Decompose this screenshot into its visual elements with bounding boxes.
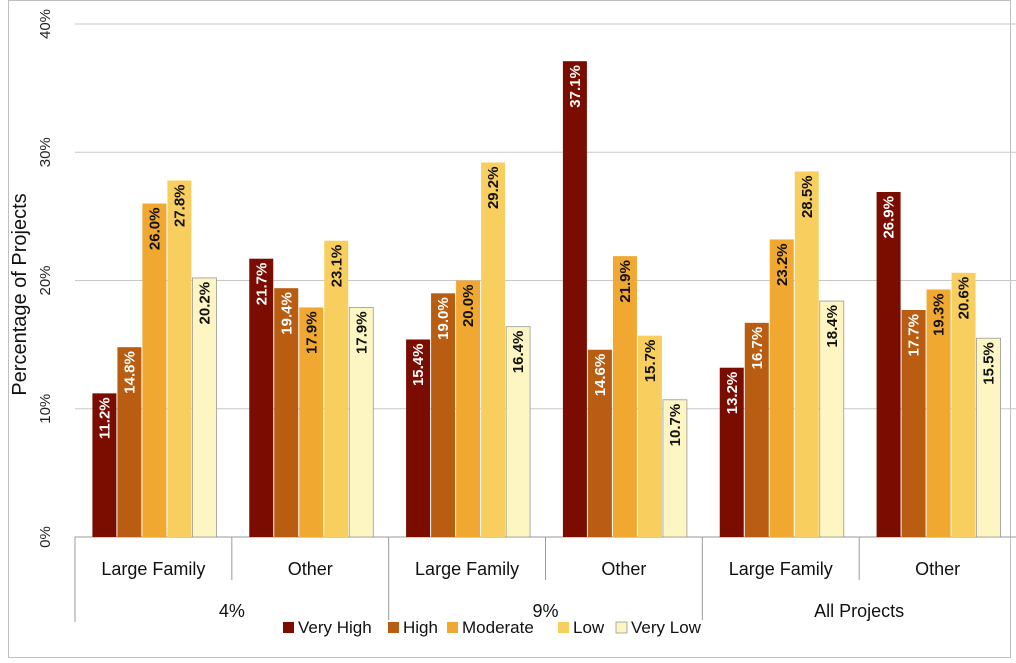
legend-swatch (447, 622, 458, 633)
x-category-label: Large Family (729, 559, 833, 579)
bar-very-high (562, 61, 587, 537)
bar-moderate (456, 280, 481, 537)
y-tick-label: 20% (37, 265, 54, 295)
bar-very-high (719, 367, 744, 537)
data-label: 26.0% (146, 208, 163, 251)
bar-very-high (406, 339, 431, 537)
bar-low (637, 335, 662, 537)
bar-high (901, 309, 926, 537)
data-label: 19.3% (931, 293, 948, 336)
bar-moderate (769, 239, 794, 537)
bar-very-low (819, 300, 845, 538)
data-label: 17.7% (906, 314, 923, 357)
x-category-label: Large Family (415, 559, 519, 579)
bar-moderate (142, 203, 167, 538)
data-label: 23.2% (774, 243, 791, 286)
data-label: 15.5% (981, 342, 998, 385)
x-category-label: Other (601, 559, 646, 579)
data-label: 19.0% (435, 297, 452, 340)
legend-swatch (388, 622, 399, 633)
y-axis-title: Percentage of Projects (9, 193, 31, 395)
data-label: 16.7% (749, 327, 766, 370)
data-label: 17.9% (303, 311, 320, 354)
bar-very-low (662, 399, 688, 538)
data-label: 21.9% (617, 260, 634, 303)
data-label: 14.6% (592, 354, 609, 397)
data-label: 21.7% (253, 263, 270, 306)
legend-label: Very High (298, 618, 372, 637)
data-label: 37.1% (567, 65, 584, 108)
bar-high (274, 288, 299, 537)
bar-high (587, 349, 612, 537)
x-group-label: All Projects (814, 601, 904, 621)
x-category-label: Other (288, 559, 333, 579)
data-label: 20.2% (196, 282, 213, 325)
data-label: 15.4% (410, 343, 427, 386)
bar-low (324, 240, 349, 537)
data-label: 11.2% (96, 397, 113, 439)
data-label: 27.8% (171, 184, 188, 227)
bar-high (744, 322, 769, 537)
data-label: 13.2% (724, 372, 741, 415)
legend-swatch (615, 621, 628, 634)
bar-moderate (612, 256, 637, 537)
bar-low (794, 171, 819, 538)
y-tick-label: 0% (37, 526, 54, 548)
legend-label: High (403, 618, 438, 637)
data-label: 16.4% (510, 331, 527, 374)
legend-swatch (283, 622, 294, 633)
x-category-label: Large Family (101, 559, 205, 579)
data-label: 20.0% (460, 285, 477, 328)
data-label: 28.5% (799, 175, 816, 218)
legend-swatch (558, 622, 569, 633)
y-tick-label: 40% (37, 9, 54, 39)
bar-moderate (926, 289, 951, 537)
data-label: 20.6% (956, 277, 973, 320)
data-label: 19.4% (278, 292, 295, 335)
bar-very-high (876, 192, 901, 537)
data-label: 15.7% (642, 340, 659, 383)
x-category-label: Other (915, 559, 960, 579)
bar-low (167, 180, 192, 537)
data-label: 10.7% (667, 404, 684, 447)
bar-very-high (92, 393, 117, 537)
bar-low (951, 272, 976, 537)
data-label: 17.9% (353, 311, 370, 354)
bar-high (431, 293, 456, 537)
legend-label: Moderate (462, 618, 534, 637)
y-tick-label: 10% (37, 394, 54, 424)
legend-label: Very Low (631, 618, 702, 637)
bar-very-low (348, 307, 374, 538)
data-label: 26.9% (881, 196, 898, 239)
bar-very-low (505, 326, 531, 538)
data-label: 18.4% (824, 305, 841, 348)
data-label: 14.8% (121, 351, 138, 394)
legend-label: Low (573, 618, 605, 637)
bar-very-low (976, 337, 1001, 538)
data-label: 29.2% (485, 167, 502, 210)
bar-high (117, 347, 142, 537)
bar-low (481, 162, 506, 537)
y-tick-label: 30% (37, 137, 54, 167)
data-label: 23.1% (328, 245, 345, 288)
bar-very-high (249, 258, 274, 537)
x-group-label: 9% (532, 601, 558, 621)
x-group-label: 4% (219, 601, 245, 621)
bar-very-low (192, 277, 217, 538)
bar-moderate (299, 307, 324, 537)
